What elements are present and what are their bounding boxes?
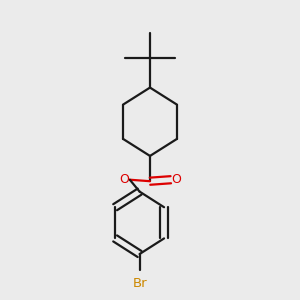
Text: O: O <box>171 173 181 186</box>
Text: Br: Br <box>132 277 147 290</box>
Text: O: O <box>119 173 129 186</box>
